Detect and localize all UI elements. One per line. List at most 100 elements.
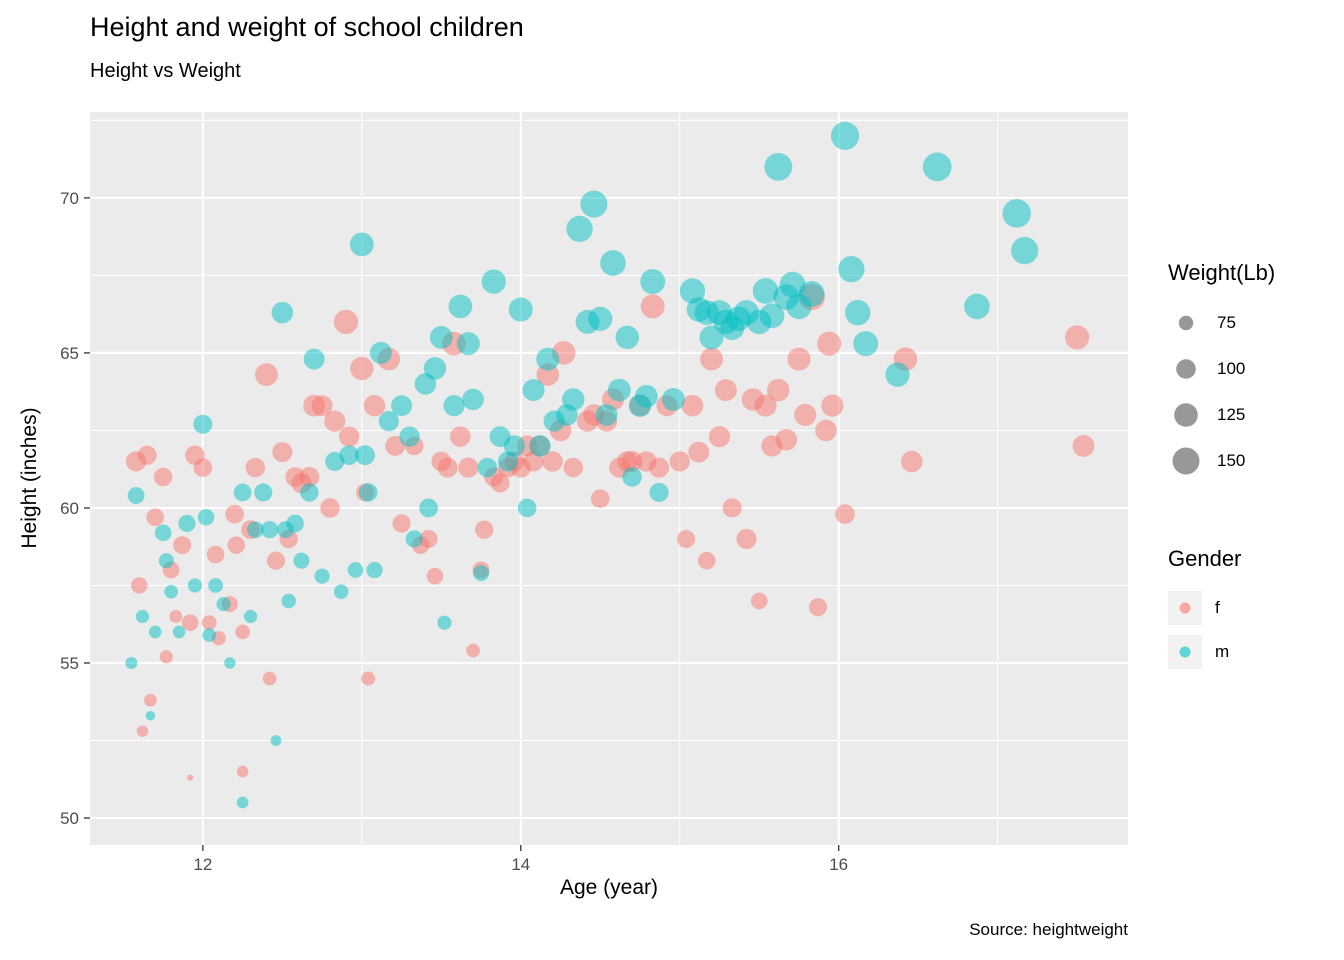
data-point-m [127,487,145,504]
data-point-m [399,426,420,447]
data-point-f [363,394,386,417]
data-point-f [419,529,438,548]
size-legend-title: Weight(Lb) [1168,260,1276,285]
data-point-f [262,671,277,686]
data-point-m [333,584,349,599]
data-point-m [369,341,392,364]
data-point-f [621,451,643,472]
data-point-m [224,657,236,669]
data-point-f [437,457,458,478]
data-point-m [314,568,330,584]
data-point-m [391,395,413,417]
data-point-m [580,190,608,218]
data-point-m [347,562,364,578]
data-point-m [752,278,779,304]
data-point-f [136,725,149,737]
data-point-m [764,152,793,181]
data-point-m [260,521,279,539]
data-point-m [588,306,613,331]
data-point-m [845,299,871,326]
data-point-m [378,411,399,432]
data-point-f [361,671,376,686]
gender-key-dot-icon [1168,635,1202,669]
data-point-f [821,394,844,417]
data-point-f [1065,325,1090,350]
data-point-f [225,504,244,524]
x-tick-label: 16 [829,855,848,874]
data-point-m [838,256,865,283]
size-key-circle-icon [1168,305,1204,341]
data-point-m [339,445,359,466]
data-point-f [201,615,217,631]
data-point-f [809,598,828,617]
data-point-m [517,498,537,518]
data-point-m [561,388,585,411]
data-point-m [300,483,319,502]
data-point-m [634,384,658,408]
data-point-m [473,565,490,582]
size-key-circle-icon [1168,443,1204,479]
data-point-f [144,693,157,707]
data-point-m [419,498,438,518]
data-point-m [405,530,423,548]
data-point-m [187,578,202,593]
data-point-f [767,378,790,402]
size-legend-label: 125 [1217,405,1246,424]
data-point-f [187,774,194,781]
data-point-f [159,650,173,664]
data-point-m [429,326,453,349]
size-legend-label: 150 [1217,451,1246,470]
data-point-f [817,331,842,356]
data-point-m [208,578,223,593]
data-point-m [798,281,825,307]
data-point-m [423,357,447,380]
data-point-f [333,309,359,335]
data-point-f [426,567,444,585]
gender-legend-entry: m [1168,630,1241,674]
data-point-m [462,388,484,411]
data-point-f [320,498,340,518]
data-point-f [311,395,333,417]
data-point-f [173,536,192,555]
data-point-m [1002,199,1031,228]
data-point-m [1011,236,1039,265]
data-point-f [714,379,737,402]
data-point-f [450,426,471,447]
data-point-m [355,445,375,466]
data-point-f [490,473,510,493]
data-point-m [125,656,138,670]
size-legend-entries: 75 100 125 150 [1168,300,1275,484]
data-point-f [542,451,563,472]
data-point-f [146,508,164,527]
data-point-m [286,514,304,533]
data-point-m [661,388,685,411]
data-point-f [169,610,183,623]
data-point-m [270,735,282,746]
data-point-m [148,625,162,639]
chart-subtitle: Height vs Weight [90,60,241,82]
data-point-f [750,592,768,610]
data-point-f [385,436,406,456]
data-point-f [299,466,320,487]
data-point-f [338,426,360,447]
y-tick-label: 50 [60,809,79,828]
data-point-m [254,483,273,502]
data-point-f [266,551,286,570]
data-point-m [236,796,249,809]
gender-legend-label: f [1215,598,1220,617]
data-point-m [366,561,383,579]
data-point-f [815,419,837,442]
y-axis-title: Height (inches) [18,407,41,549]
gender-key-dot-icon [1168,591,1202,625]
data-point-f [754,394,777,417]
data-point-m [964,293,990,320]
data-point-m [243,609,258,624]
data-point-m [164,584,178,599]
data-point-m [600,250,626,276]
data-point-f [137,445,157,465]
data-point-m [759,303,785,329]
data-point-m [885,362,910,387]
data-point-f [688,441,710,463]
